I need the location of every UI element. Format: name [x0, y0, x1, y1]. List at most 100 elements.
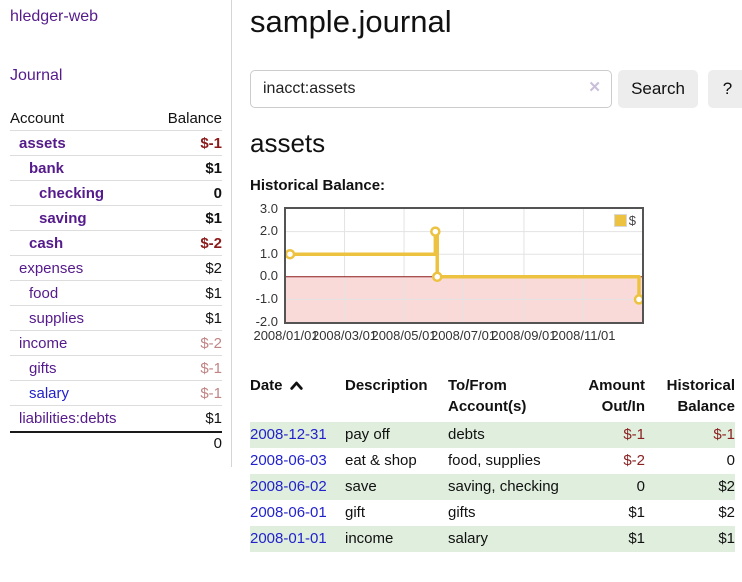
transaction-description: eat & shop [345, 451, 417, 469]
account-heading: assets [250, 127, 326, 158]
account-link[interactable]: cash [29, 234, 64, 252]
description-column-header: Description [345, 376, 428, 394]
clear-search-icon[interactable]: ✕ [588, 78, 601, 96]
transaction-accounts: gifts [448, 503, 476, 521]
y-axis-tick-label: 0.0 [259, 268, 278, 284]
account-column-header: Account [10, 109, 65, 127]
transaction-row: 2008-06-03 eat & shop food, supplies $-2 0 [250, 448, 735, 474]
account-link[interactable]: food [29, 284, 59, 302]
y-axis-tick-label: 2.0 [259, 223, 278, 239]
page-title: sample.journal [250, 4, 452, 39]
account-tree: assets $-1 bank $1 checking 0 saving $1 cash $-2 e… [10, 131, 222, 431]
chart-legend: $ [611, 211, 638, 229]
balance-chart-canvas [286, 208, 642, 322]
account-link[interactable]: assets [19, 134, 66, 152]
account-row: saving $1 [10, 206, 222, 231]
account-row: expenses $2 [10, 256, 222, 281]
transaction-date-link[interactable]: 2008-06-03 [250, 451, 327, 469]
account-balance: $1 [205, 410, 222, 427]
account-link[interactable]: expenses [19, 259, 84, 277]
amount-column-header: Amount Out/In [588, 376, 645, 415]
y-axis-tick-label: -2.0 [255, 313, 278, 329]
transaction-row: 2008-06-01 gift gifts $1 $2 [250, 500, 735, 526]
transaction-row: 2008-12-31 pay off debts $-1 $-1 [250, 421, 735, 448]
chart-plot-area: $ [284, 206, 644, 324]
search-input[interactable] [250, 69, 612, 108]
date-header-label: Date [250, 376, 283, 394]
transaction-description: pay off [345, 425, 390, 443]
transaction-date-link[interactable]: 2008-06-01 [250, 503, 327, 521]
transaction-amount: $1 [628, 529, 645, 547]
sidebar-item-journal[interactable]: Journal [10, 67, 63, 84]
account-balance: $1 [205, 284, 222, 302]
transaction-accounts: saving, checking [448, 477, 559, 495]
transaction-date-link[interactable]: 2008-06-02 [250, 477, 327, 495]
register-table: Date Description To/From Account(s) Amou… [250, 373, 735, 552]
transaction-balance: 0 [726, 451, 735, 469]
transaction-balance: $2 [718, 477, 735, 495]
register-header-row: Date Description To/From Account(s) Amou… [250, 373, 735, 422]
account-balance: $2 [205, 259, 222, 277]
legend-label: $ [628, 212, 636, 228]
account-row: bank $1 [10, 156, 222, 181]
transaction-amount: $1 [628, 503, 645, 521]
balance-column-header: Balance [167, 109, 222, 127]
account-row: food $1 [10, 281, 222, 306]
account-table-header: Account Balance [10, 106, 222, 131]
transaction-date-link[interactable]: 2008-12-31 [250, 425, 327, 443]
x-axis-tick-label: 2008/01/01 [253, 327, 319, 343]
transaction-accounts: food, supplies [448, 451, 541, 469]
transaction-balance: $2 [718, 503, 735, 521]
account-row: cash $-2 [10, 231, 222, 256]
historical-balance-chart: $ 3.0 2.0 1.0 0.0 -1.0 -2.0 2008/01/01 2008/03/… [250, 201, 646, 349]
account-balance: $-2 [200, 334, 222, 352]
register-body: 2008-12-31 pay off debts $-1 $-1 2008-06-03 ea… [250, 421, 735, 552]
transaction-amount: 0 [636, 477, 645, 495]
account-link[interactable]: checking [39, 184, 105, 202]
transaction-balance: $1 [718, 529, 735, 547]
account-balance: $-1 [200, 384, 222, 402]
account-row: liabilities:debts $1 [10, 406, 222, 431]
account-link[interactable]: bank [29, 159, 65, 177]
sidebar: hledger-web Journal Account Balance asse… [0, 0, 232, 467]
date-column-header[interactable]: Date [250, 373, 345, 422]
total-balance: 0 [213, 435, 222, 452]
x-axis-tick-label: 2008/07/01 [430, 327, 497, 343]
y-axis-tick-label: 1.0 [259, 245, 278, 261]
account-row: gifts $-1 [10, 356, 222, 381]
account-balance: $1 [205, 309, 222, 327]
sort-ascending-icon [289, 381, 303, 390]
account-balance: 0 [213, 184, 222, 202]
transaction-row: 2008-01-01 income salary $1 $1 [250, 525, 735, 552]
account-row: assets $-1 [10, 131, 222, 156]
accounts-column-header: To/From Account(s) [448, 376, 527, 415]
account-link[interactable]: salary [29, 384, 70, 402]
account-link[interactable]: supplies [29, 309, 85, 327]
transaction-amount: $-2 [623, 451, 645, 469]
transaction-row: 2008-06-02 save saving, checking 0 $2 [250, 473, 735, 500]
x-axis-tick-label: 2008/03/01 [311, 327, 378, 343]
transaction-description: save [345, 477, 377, 495]
account-link[interactable]: saving [39, 209, 87, 227]
transaction-amount: $-1 [623, 425, 645, 443]
x-axis-tick-label: 2008/05/01 [371, 327, 437, 343]
account-balance: $-1 [200, 134, 222, 152]
app-brand-link[interactable]: hledger-web [10, 8, 99, 25]
account-link[interactable]: liabilities:debts [19, 410, 117, 427]
account-balance: $-1 [200, 359, 222, 377]
account-row: supplies $1 [10, 306, 222, 331]
y-axis-tick-label: -1.0 [255, 290, 278, 306]
account-link[interactable]: gifts [29, 359, 57, 377]
account-balance: $1 [205, 209, 222, 227]
account-row: salary $-1 [10, 381, 222, 406]
search-button[interactable]: Search [618, 69, 698, 108]
help-button[interactable]: ? [708, 69, 742, 108]
account-row: checking 0 [10, 181, 222, 206]
account-balance: $-2 [200, 234, 222, 252]
transaction-date-link[interactable]: 2008-01-01 [250, 529, 327, 547]
account-total-row: 0 [10, 431, 222, 453]
account-link[interactable]: income [19, 334, 68, 352]
transaction-accounts: salary [448, 529, 489, 547]
search-bar: ✕ Search ? [250, 69, 742, 108]
account-row: income $-2 [10, 331, 222, 356]
